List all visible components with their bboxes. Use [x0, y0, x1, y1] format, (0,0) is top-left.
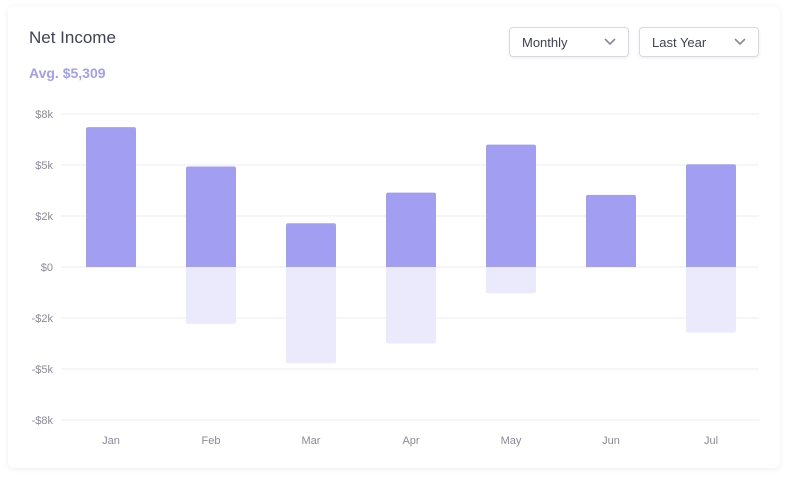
y-tick-label: $5k	[35, 160, 53, 172]
bar-positive[interactable]	[686, 164, 736, 267]
average-value: Avg. $5,309	[29, 65, 106, 81]
y-tick-label: $8k	[35, 109, 53, 121]
x-tick-label: Jul	[704, 435, 718, 447]
bar-positive[interactable]	[186, 166, 236, 267]
y-tick-label: -$8k	[32, 415, 54, 427]
chevron-down-icon	[604, 38, 616, 46]
x-tick-label: Mar	[302, 435, 321, 447]
range-select-value: Last Year	[652, 35, 707, 50]
bar-negative[interactable]	[386, 267, 436, 344]
bar-positive[interactable]	[586, 194, 636, 267]
x-tick-label: Jun	[602, 435, 620, 447]
y-tick-label: $2k	[35, 211, 53, 223]
x-tick-label: Jan	[102, 435, 120, 447]
bar-positive[interactable]	[286, 223, 336, 267]
bar-positive[interactable]	[386, 192, 436, 267]
bar-negative[interactable]	[486, 267, 536, 294]
x-tick-label: Apr	[402, 435, 419, 447]
bar-positive[interactable]	[86, 127, 136, 267]
card-title: Net Income	[29, 28, 116, 47]
chevron-down-icon	[734, 38, 746, 46]
bar-negative[interactable]	[686, 267, 736, 333]
bar-negative[interactable]	[186, 267, 236, 324]
y-tick-label: $0	[41, 262, 53, 274]
range-select[interactable]: Last Year	[639, 27, 759, 57]
x-tick-label: Feb	[202, 435, 221, 447]
bar-positive[interactable]	[486, 144, 536, 267]
period-select[interactable]: Monthly	[509, 27, 629, 57]
x-tick-label: May	[501, 435, 522, 447]
bar-negative[interactable]	[286, 267, 336, 364]
period-select-value: Monthly	[522, 35, 568, 50]
y-tick-label: -$5k	[32, 364, 54, 376]
y-tick-label: -$2k	[32, 313, 54, 325]
